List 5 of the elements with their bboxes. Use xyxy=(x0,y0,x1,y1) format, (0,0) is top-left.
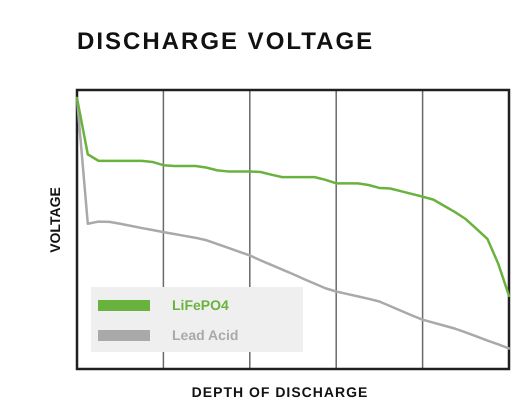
y-axis-title: VOLTAGE xyxy=(47,186,63,255)
legend-label: LiFePO4 xyxy=(172,297,229,313)
chart-title: DISCHARGE VOLTAGE xyxy=(77,28,374,55)
legend-label: Lead Acid xyxy=(172,327,238,343)
x-axis-title: DEPTH OF DISCHARGE xyxy=(190,384,370,400)
